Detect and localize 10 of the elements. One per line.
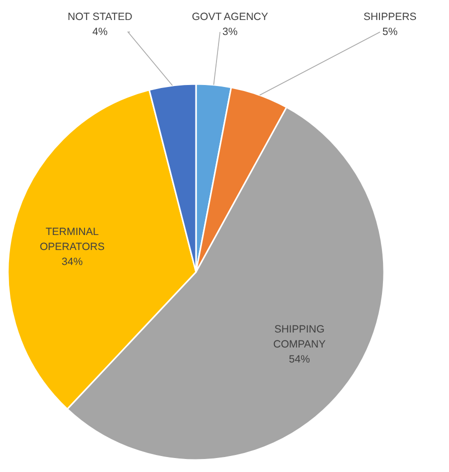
data-label: 4% (92, 26, 108, 38)
data-label: 54% (288, 354, 310, 366)
slice-label: SHIPPING COMPANY (273, 324, 326, 351)
slice-label: NOT STATED (68, 11, 133, 23)
slice-label: SHIPPERS (363, 11, 417, 23)
data-label: 3% (222, 26, 238, 38)
slice-label: TERMINAL OPERATORS (40, 226, 105, 254)
data-label: 34% (62, 256, 83, 268)
data-label: 5% (382, 26, 398, 38)
slice-label: GOVT AGENCY (192, 11, 268, 23)
